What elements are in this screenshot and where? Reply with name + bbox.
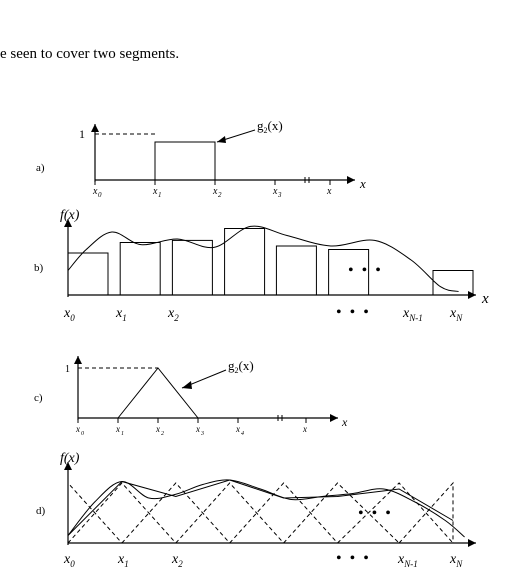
svg-text:1: 1: [158, 191, 162, 199]
panel-c: 1 x0 x1 x2 x3 x4 x x g2(x): [0, 348, 507, 438]
svg-text:3: 3: [200, 431, 204, 437]
x-axis-label-b: x: [481, 291, 489, 307]
svg-text:2: 2: [218, 191, 222, 199]
ellipsis-d-upper: • • •: [358, 505, 393, 522]
svg-text:x0: x0: [63, 552, 75, 569]
ellipsis-b-upper: • • •: [348, 262, 383, 279]
svg-text:1: 1: [121, 431, 124, 437]
svg-text:x: x: [195, 424, 200, 434]
svg-text:x: x: [155, 424, 160, 434]
svg-text:x1: x1: [117, 552, 129, 569]
svg-text:x2: x2: [167, 306, 179, 323]
svg-text:x1: x1: [115, 306, 127, 323]
svg-text:0: 0: [81, 431, 84, 437]
svg-text:0: 0: [98, 191, 102, 199]
g2-label-c: g2(x): [182, 358, 254, 389]
svg-text:x0: x0: [63, 306, 75, 323]
svg-text:xN‑1: xN‑1: [402, 306, 423, 323]
svg-text:x: x: [302, 424, 307, 434]
svg-text:xN: xN: [449, 306, 463, 323]
panel-b: f(x) • • • x0 x1 x2 xN‑1 xN • • • x: [0, 205, 507, 335]
svg-text:xN: xN: [449, 552, 463, 569]
svg-text:x: x: [115, 424, 120, 434]
svg-text:x: x: [326, 186, 332, 197]
g2-label-a: g2(x): [217, 120, 283, 143]
x-axis-label-a: x: [359, 176, 366, 191]
svg-text:g2(x): g2(x): [257, 120, 283, 135]
svg-text:3: 3: [277, 191, 282, 199]
y-one-label-c: 1: [65, 364, 70, 375]
fx-label-b: f(x): [60, 208, 80, 223]
x-axis-label-c: x: [341, 415, 348, 429]
ellipsis-b-lower: • • •: [336, 304, 371, 321]
svg-text:x2: x2: [171, 552, 183, 569]
panel-a: 1 x0 x1 x2 x3 x x g2(x): [0, 120, 507, 200]
fx-label-d: f(x): [60, 451, 80, 466]
svg-text:2: 2: [161, 431, 164, 437]
svg-text:x: x: [235, 424, 240, 434]
svg-text:x: x: [75, 424, 80, 434]
svg-text:g2(x): g2(x): [228, 358, 254, 375]
svg-text:xN‑1: xN‑1: [397, 552, 418, 569]
panel-d: f(x) • • • x0 x1 x2 xN‑1 xN • • •: [0, 448, 507, 583]
y-one-label: 1: [79, 127, 85, 141]
fragment-text: e seen to cover two segments.: [0, 46, 179, 63]
ellipsis-d-lower: • • •: [336, 550, 371, 567]
svg-text:4: 4: [241, 430, 244, 437]
